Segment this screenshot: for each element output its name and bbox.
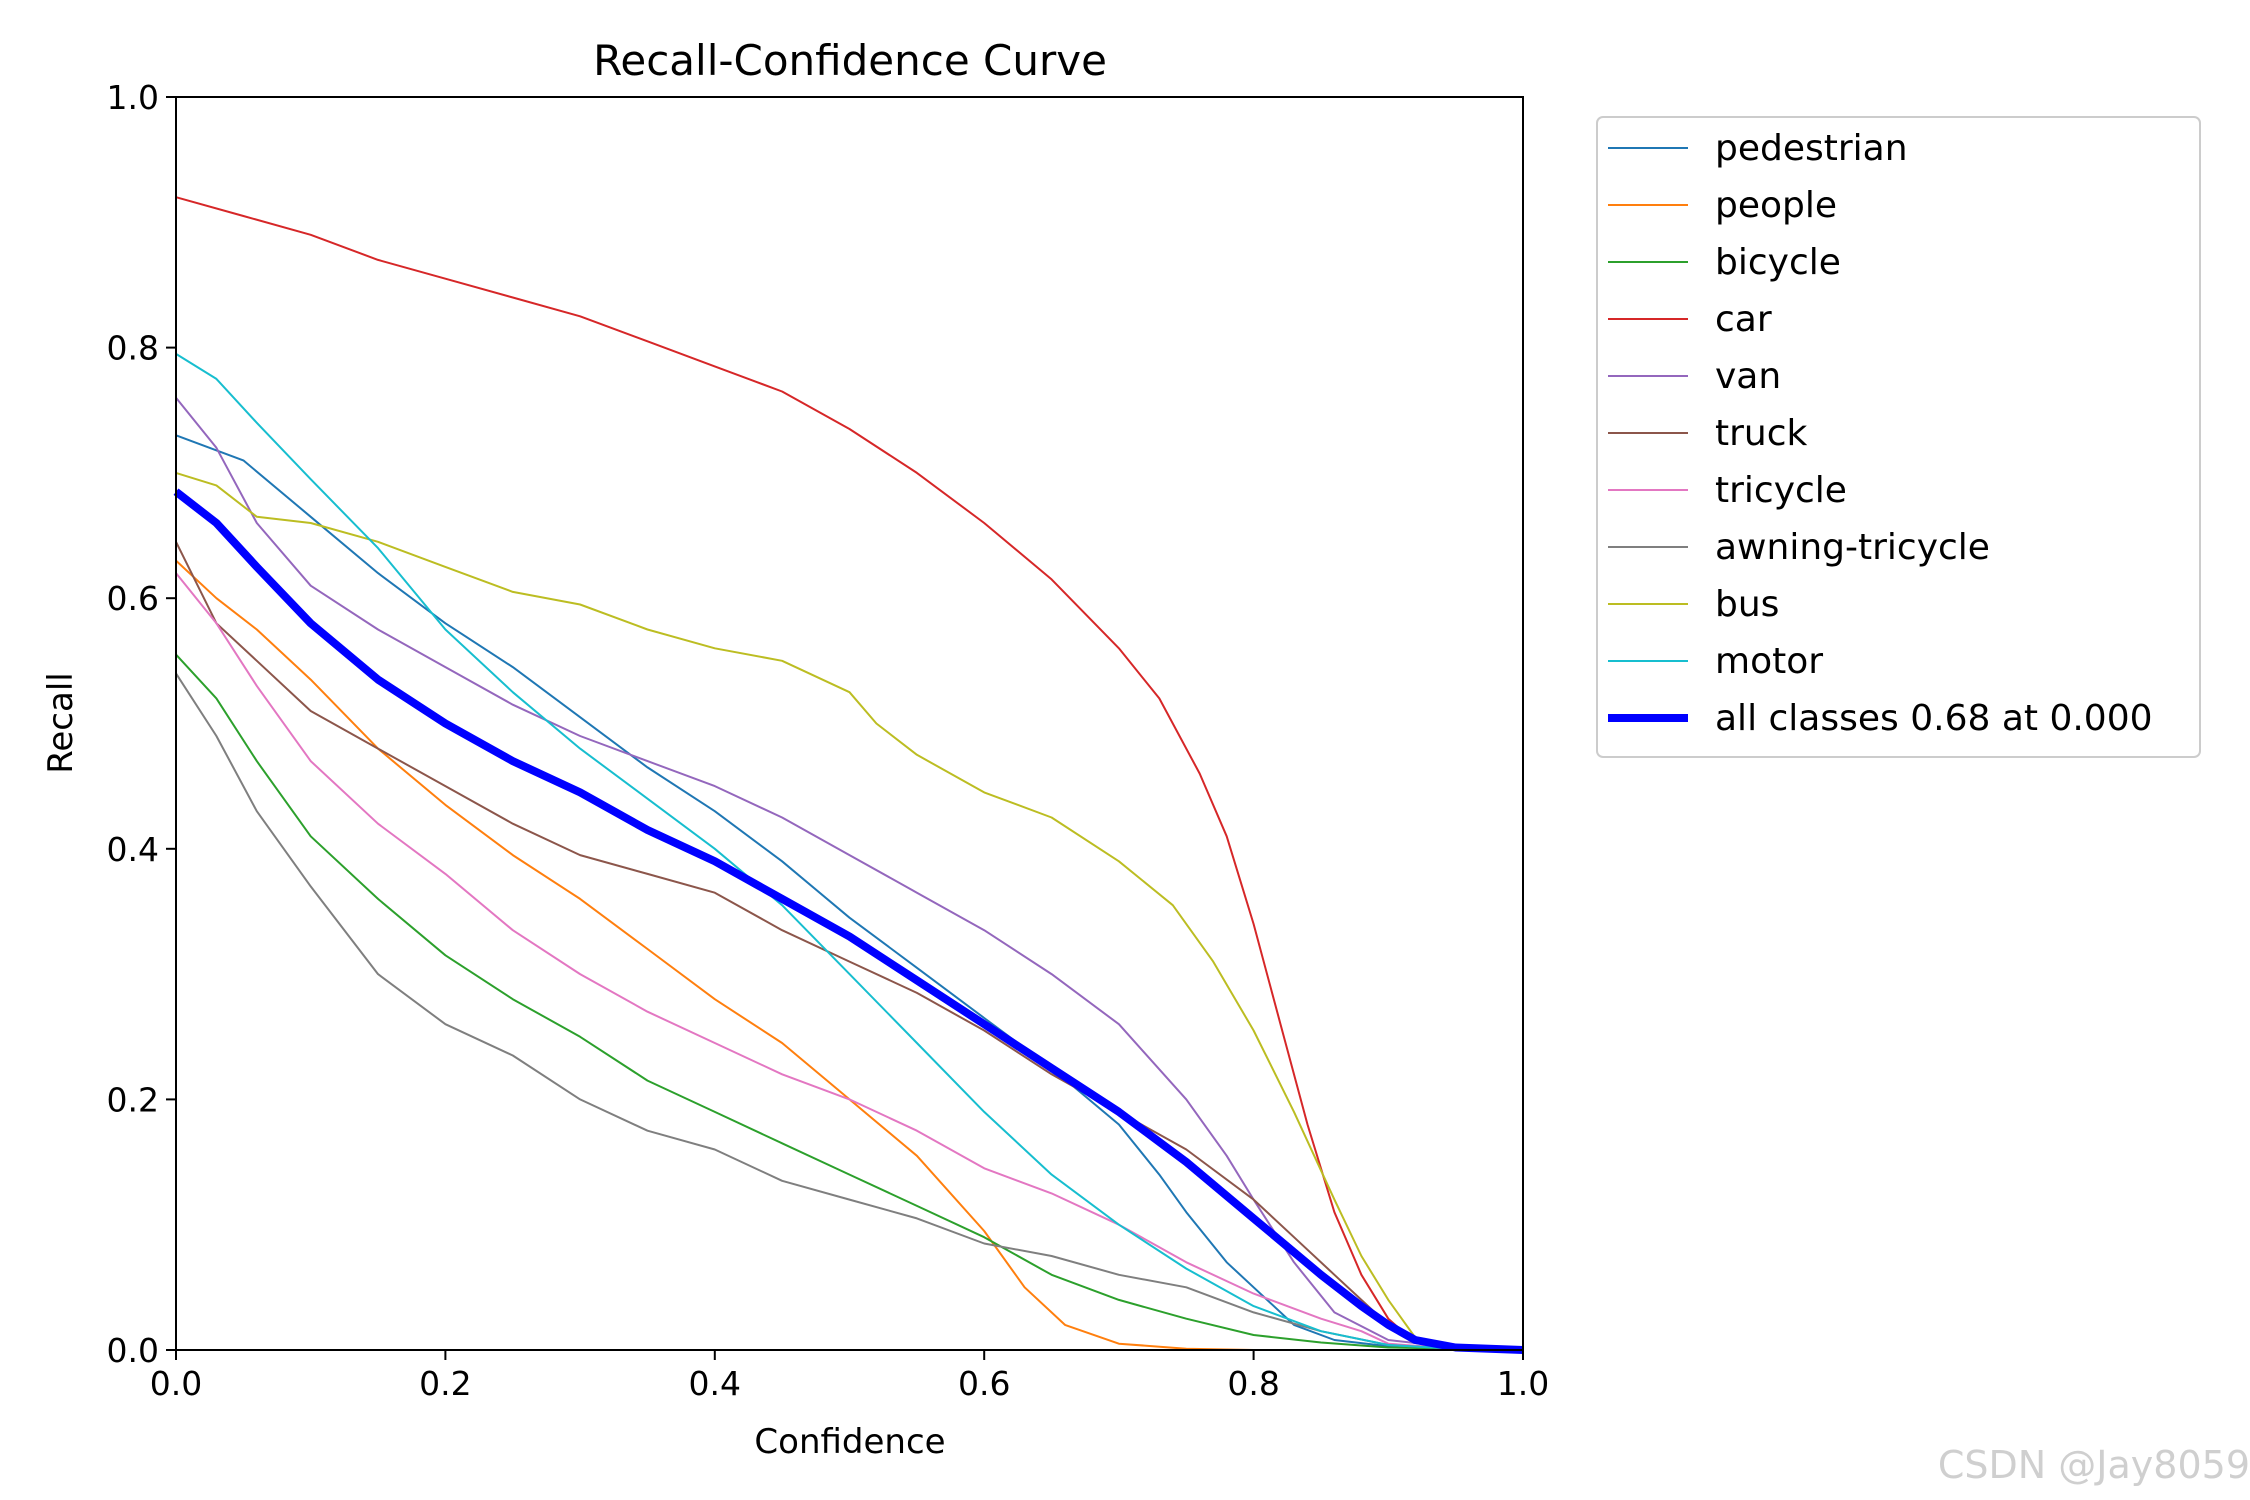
y-tick-label: 0.8: [107, 329, 159, 368]
x-tick-label: 0.4: [689, 1364, 741, 1403]
series-line-bicycle: [175, 653, 1524, 1351]
series-line-motor: [175, 353, 1524, 1351]
axes-frame: [175, 96, 1524, 1351]
legend-label-pedestrian: pedestrian: [1715, 128, 1908, 169]
legend-label-people: people: [1715, 185, 1837, 226]
legend-label-bicycle: bicycle: [1715, 242, 1841, 283]
x-axis-label: Confidence: [754, 1422, 945, 1462]
series-line-truck: [175, 541, 1524, 1351]
legend-frame: [1596, 116, 2201, 758]
y-tick-label: 0.6: [107, 579, 159, 618]
legend-label-truck: truck: [1715, 413, 1808, 454]
series-line-van: [175, 397, 1524, 1351]
y-axis-label: Recall: [41, 672, 81, 773]
series-line-awning-tricycle: [175, 672, 1524, 1351]
y-tick-label: 0.4: [107, 830, 159, 869]
legend-label-bus: bus: [1715, 584, 1779, 625]
legend-label-van: van: [1715, 356, 1781, 397]
y-tick-label: 1.0: [107, 78, 159, 117]
x-tick-label: 0.2: [419, 1364, 471, 1403]
legend: pedestrian people bicycle car van truck tricyc…: [1596, 116, 2201, 758]
series-line-tricycle: [175, 572, 1524, 1351]
watermark: CSDN @Jay8059: [1938, 1443, 2250, 1487]
series-line-bus: [175, 471, 1524, 1351]
series-line-pedestrian: [175, 434, 1524, 1351]
legend-label-motor: motor: [1715, 641, 1823, 682]
plot-lines: [173, 196, 1524, 1354]
series-line-people: [175, 559, 1523, 1351]
legend-label-tricycle: tricycle: [1715, 470, 1847, 511]
legend-label-car: car: [1715, 299, 1772, 340]
series-line-car: [175, 196, 1524, 1351]
y-tick-label: 0.0: [107, 1331, 159, 1370]
series-line-all: [173, 488, 1524, 1354]
y-tick-label: 0.2: [107, 1080, 159, 1119]
x-tick-label: 1.0: [1497, 1364, 1549, 1403]
chart-title: Recall-Confidence Curve: [593, 36, 1107, 85]
x-tick-label: 0.8: [1227, 1364, 1279, 1403]
x-tick-label: 0.0: [150, 1364, 202, 1403]
legend-label-all: all classes 0.68 at 0.000: [1715, 698, 2153, 739]
axis-ticks: 0.0 0.2 0.4 0.6 0.8 1.0 0.0 0.2 0.4 0.6 0.8 1.0: [107, 78, 1550, 1403]
x-tick-label: 0.6: [958, 1364, 1010, 1403]
legend-label-awning-tricycle: awning-tricycle: [1715, 527, 1990, 568]
